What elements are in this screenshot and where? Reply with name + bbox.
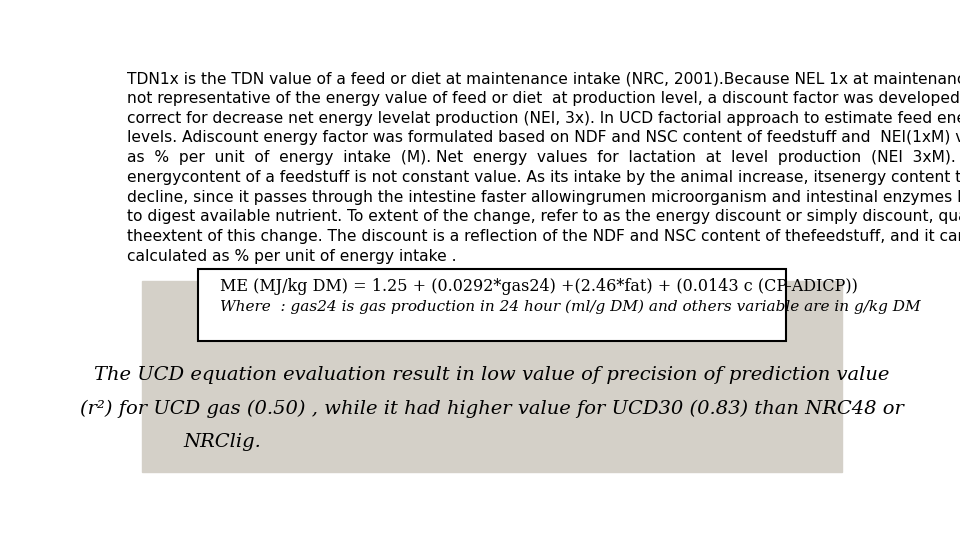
FancyBboxPatch shape <box>142 281 842 472</box>
Text: levels. Adiscount energy factor was formulated based on NDF and NSC content of f: levels. Adiscount energy factor was form… <box>128 130 960 145</box>
Text: calculated as % per unit of energy intake .: calculated as % per unit of energy intak… <box>128 249 457 264</box>
FancyBboxPatch shape <box>198 268 786 341</box>
Text: Where  : gas24 is gas production in 24 hour (ml/g DM) and others variable are in: Where : gas24 is gas production in 24 ho… <box>221 300 921 314</box>
Text: decline, since it passes through the intestine faster allowingrumen microorganis: decline, since it passes through the int… <box>128 190 960 205</box>
Text: to digest available nutrient. To extent of the change, refer to as the energy di: to digest available nutrient. To extent … <box>128 210 960 224</box>
Text: energycontent of a feedstuff is not constant value. As its intake by the animal : energycontent of a feedstuff is not cons… <box>128 170 960 185</box>
Text: correct for decrease net energy levelat production (NEI, 3x). In UCD factorial a: correct for decrease net energy levelat … <box>128 111 960 125</box>
Text: not representative of the energy value of feed or diet  at production level, a d: not representative of the energy value o… <box>128 91 960 106</box>
Text: The UCD equation evaluation result in low value of precision of prediction value: The UCD equation evaluation result in lo… <box>94 366 890 384</box>
Text: as  %  per  unit  of  energy  intake  (M). Net  energy  values  for  lactation  : as % per unit of energy intake (M). Net … <box>128 150 960 165</box>
Text: (r²) for UCD gas (0.50) , while it had higher value for UCD30 (0.83) than NRC48 : (r²) for UCD gas (0.50) , while it had h… <box>80 400 904 418</box>
Text: ME (MJ/kg DM) = 1.25 + (0.0292*gas24) +(2.46*fat) + (0.0143 c (CP-ADICP)): ME (MJ/kg DM) = 1.25 + (0.0292*gas24) +(… <box>221 278 858 295</box>
Text: theextent of this change. The discount is a reflection of the NDF and NSC conten: theextent of this change. The discount i… <box>128 229 960 244</box>
Text: NRClig.: NRClig. <box>183 433 261 451</box>
Text: TDN1x is the TDN value of a feed or diet at maintenance intake (NRC, 2001).Becau: TDN1x is the TDN value of a feed or diet… <box>128 71 960 86</box>
